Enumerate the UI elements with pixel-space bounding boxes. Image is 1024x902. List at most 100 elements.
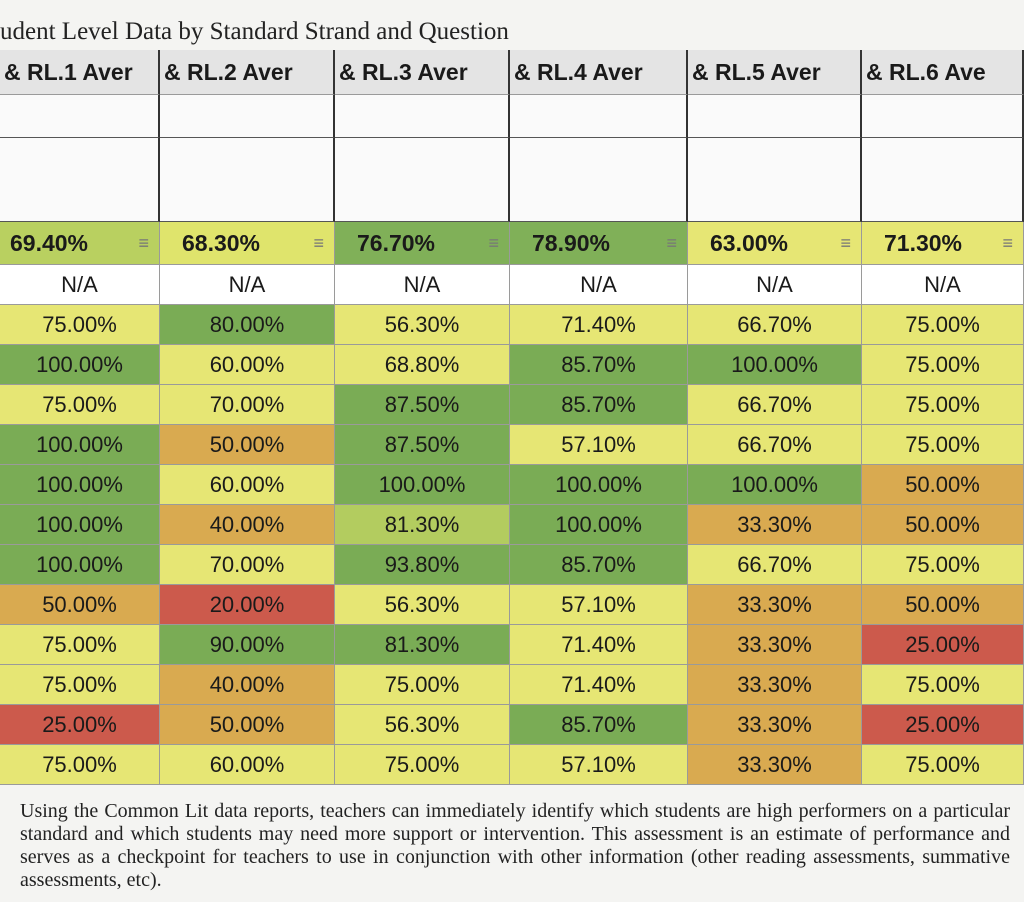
empty-cell	[510, 180, 688, 222]
empty-cell	[0, 95, 160, 138]
spreadsheet: & RL.1 Aver 69.40% ≡ & RL.2 Aver 68.30% ≡ & RL…	[0, 50, 1024, 785]
empty-cell	[160, 138, 335, 181]
filter-button[interactable]: ≡	[1002, 232, 1013, 253]
score-cell: 100.00%	[688, 465, 862, 505]
score-cell: 75.00%	[862, 545, 1024, 585]
score-cell: N/A	[0, 265, 160, 305]
score-cell: 25.00%	[0, 705, 160, 745]
score-cell: 75.00%	[862, 665, 1024, 705]
score-cell: 33.30%	[688, 705, 862, 745]
score-cell: 75.00%	[862, 305, 1024, 345]
score-cell: 33.30%	[688, 665, 862, 705]
score-cell: 87.50%	[335, 425, 510, 465]
score-cell: 50.00%	[862, 465, 1024, 505]
score-cell: 33.30%	[688, 505, 862, 545]
score-cell: 75.00%	[335, 745, 510, 785]
score-cell: 100.00%	[688, 345, 862, 385]
score-cell: 71.40%	[510, 665, 688, 705]
score-cell: 100.00%	[0, 545, 160, 585]
score-cell: 33.30%	[688, 585, 862, 625]
empty-cell	[688, 95, 862, 138]
score-cell: 75.00%	[0, 745, 160, 785]
score-cell: 93.80%	[335, 545, 510, 585]
score-cell: 75.00%	[862, 385, 1024, 425]
score-cell: 100.00%	[0, 345, 160, 385]
empty-cell	[335, 138, 510, 181]
score-cell: 68.80%	[335, 345, 510, 385]
empty-cell	[0, 138, 160, 181]
filter-button[interactable]: ≡	[840, 232, 851, 253]
score-cell: 100.00%	[0, 425, 160, 465]
score-cell: 40.00%	[160, 505, 335, 545]
score-cell: 33.30%	[688, 745, 862, 785]
score-cell: 50.00%	[862, 505, 1024, 545]
score-cell: 25.00%	[862, 705, 1024, 745]
average-cell: 78.90% ≡	[510, 222, 688, 265]
score-cell: 50.00%	[862, 585, 1024, 625]
score-cell: 75.00%	[862, 745, 1024, 785]
score-cell: 66.70%	[688, 425, 862, 465]
score-cell: 85.70%	[510, 545, 688, 585]
score-cell: 25.00%	[862, 625, 1024, 665]
sheet-title: udent Level Data by Standard Strand and …	[0, 18, 509, 45]
empty-cell	[335, 180, 510, 222]
score-cell: 60.00%	[160, 465, 335, 505]
score-cell: N/A	[862, 265, 1024, 305]
score-cell: 100.00%	[510, 465, 688, 505]
score-cell: 81.30%	[335, 505, 510, 545]
filter-button[interactable]: ≡	[313, 232, 324, 253]
score-cell: 75.00%	[862, 345, 1024, 385]
score-cell: 75.00%	[862, 425, 1024, 465]
empty-cell	[688, 138, 862, 181]
score-cell: 57.10%	[510, 585, 688, 625]
score-cell: 20.00%	[160, 585, 335, 625]
score-cell: 71.40%	[510, 625, 688, 665]
score-cell: 75.00%	[0, 385, 160, 425]
score-cell: 80.00%	[160, 305, 335, 345]
filter-button[interactable]: ≡	[488, 232, 499, 253]
score-cell: N/A	[335, 265, 510, 305]
score-cell: 66.70%	[688, 385, 862, 425]
score-cell: 81.30%	[335, 625, 510, 665]
score-cell: 85.70%	[510, 385, 688, 425]
score-cell: 75.00%	[0, 665, 160, 705]
score-cell: 100.00%	[510, 505, 688, 545]
empty-cell	[688, 180, 862, 222]
empty-cell	[862, 180, 1024, 222]
score-cell: 60.00%	[160, 345, 335, 385]
score-cell: 40.00%	[160, 665, 335, 705]
score-cell: 75.00%	[335, 665, 510, 705]
score-cell: 90.00%	[160, 625, 335, 665]
empty-cell	[160, 95, 335, 138]
column-header: & RL.3 Aver	[335, 50, 510, 95]
empty-cell	[862, 138, 1024, 181]
empty-cell	[510, 95, 688, 138]
empty-cell	[510, 138, 688, 181]
empty-cell	[862, 95, 1024, 138]
score-cell: 87.50%	[335, 385, 510, 425]
empty-cell	[335, 95, 510, 138]
score-cell: 57.10%	[510, 745, 688, 785]
score-cell: 70.00%	[160, 385, 335, 425]
column-header: & RL.6 Ave	[862, 50, 1024, 95]
description: Using the Common Lit data reports, teach…	[20, 800, 1010, 891]
column-header: & RL.4 Aver	[510, 50, 688, 95]
score-cell: 50.00%	[0, 585, 160, 625]
filter-button[interactable]: ≡	[138, 232, 149, 253]
score-cell: 50.00%	[160, 705, 335, 745]
average-cell: 71.30% ≡	[862, 222, 1024, 265]
score-cell: N/A	[160, 265, 335, 305]
empty-cell	[160, 180, 335, 222]
score-cell: 75.00%	[0, 625, 160, 665]
average-cell: 63.00% ≡	[688, 222, 862, 265]
filter-button[interactable]: ≡	[666, 232, 677, 253]
score-cell: 60.00%	[160, 745, 335, 785]
column-header: & RL.5 Aver	[688, 50, 862, 95]
score-cell: 70.00%	[160, 545, 335, 585]
score-cell: 57.10%	[510, 425, 688, 465]
score-cell: 33.30%	[688, 625, 862, 665]
score-cell: 66.70%	[688, 305, 862, 345]
score-cell: 100.00%	[335, 465, 510, 505]
score-cell: N/A	[510, 265, 688, 305]
